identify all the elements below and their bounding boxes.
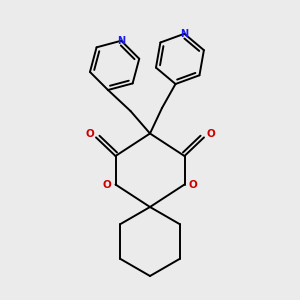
Text: O: O (188, 179, 197, 190)
Text: O: O (85, 129, 94, 139)
Text: O: O (103, 179, 112, 190)
Text: N: N (117, 36, 125, 46)
Text: O: O (206, 129, 215, 139)
Text: N: N (180, 29, 188, 39)
